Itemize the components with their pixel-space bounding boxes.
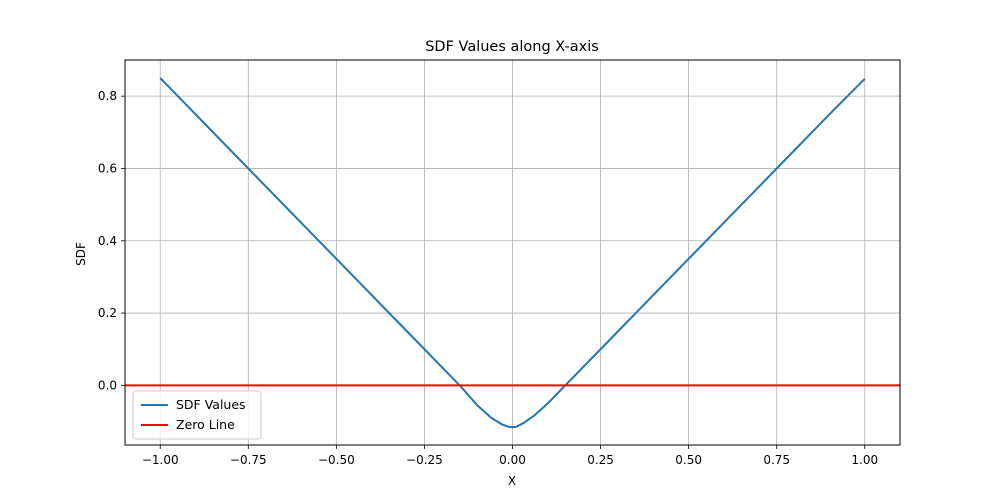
legend: SDF Values Zero Line	[132, 390, 262, 440]
x-tick-label: −0.50	[318, 453, 355, 467]
y-tick-label: 0.6	[98, 161, 117, 175]
y-tick-label: 0.2	[98, 306, 117, 320]
x-tick-label: 0.50	[675, 453, 702, 467]
y-tick-label: 0.8	[98, 89, 117, 103]
chart-title: SDF Values along X-axis	[425, 39, 599, 55]
grid	[125, 60, 900, 445]
y-axis-label: SDF	[74, 242, 88, 266]
legend-label-zero: Zero Line	[176, 417, 235, 432]
legend-label-sdf: SDF Values	[176, 397, 246, 412]
y-tick-label: 0.4	[98, 234, 117, 248]
x-tick-label: −1.00	[142, 453, 179, 467]
x-tick-label: 0.75	[763, 453, 790, 467]
y-tick-label: 0.0	[98, 378, 117, 392]
ticks: −1.00 −0.75 −0.50 −0.25 0.00 0.25 0.50 0.75 1.00…	[98, 89, 878, 467]
x-tick-label: 1.00	[851, 453, 878, 467]
x-tick-label: 0.25	[587, 453, 614, 467]
series-layer	[125, 77, 900, 429]
x-tick-label: −0.25	[406, 453, 443, 467]
sdf-values-line	[159, 77, 866, 429]
x-tick-label: −0.75	[230, 453, 267, 467]
x-axis-label: X	[508, 474, 516, 488]
legend-frame	[132, 390, 262, 440]
x-tick-label: 0.00	[499, 453, 526, 467]
